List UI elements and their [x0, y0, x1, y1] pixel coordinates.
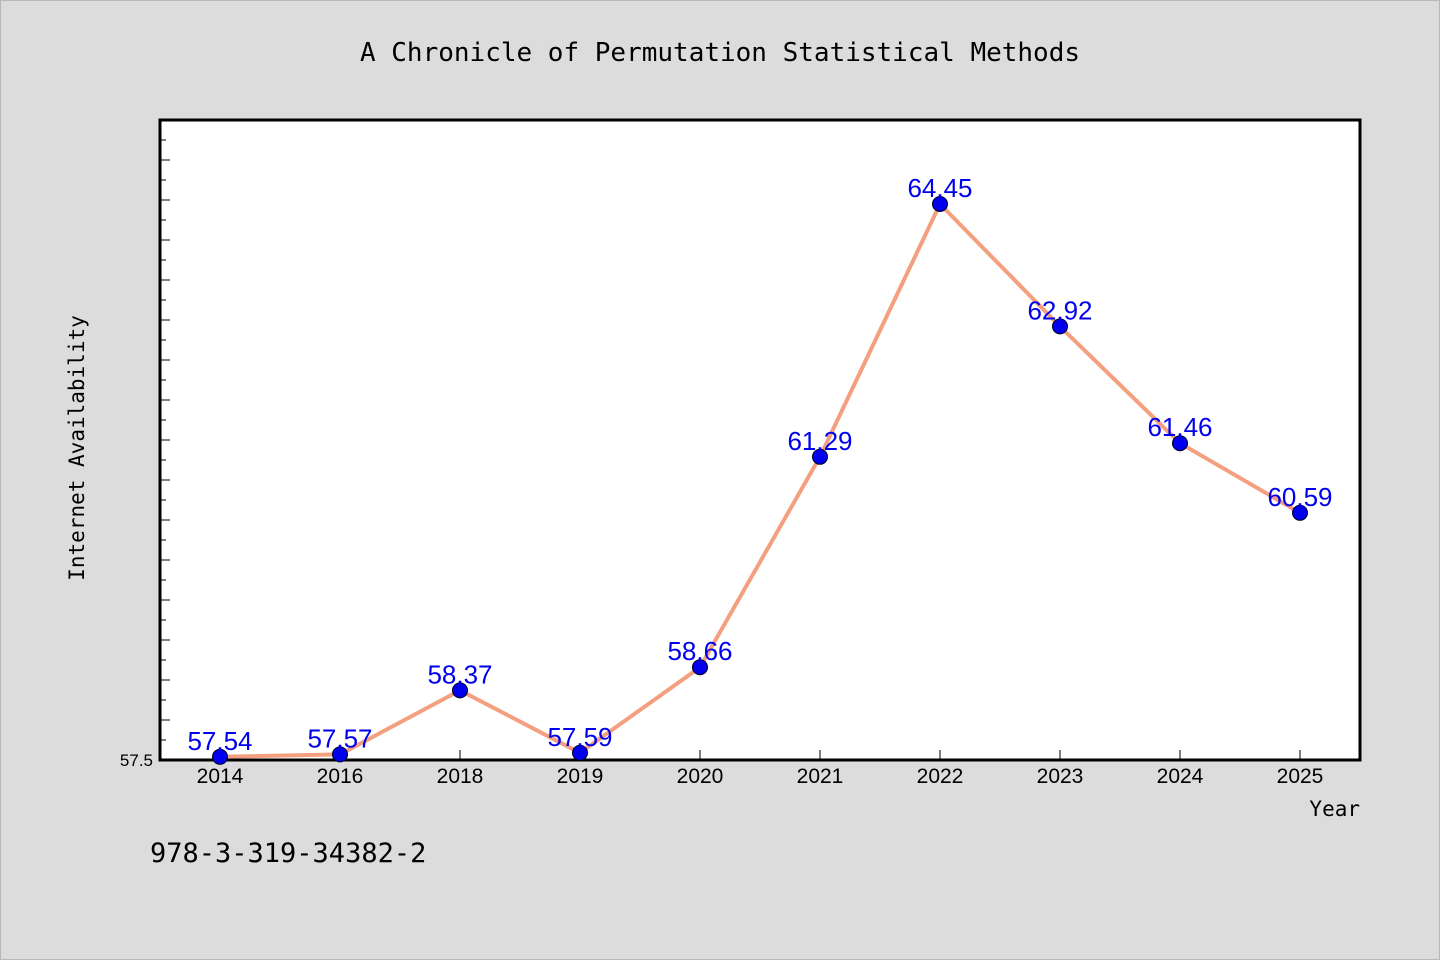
data-point-2020 — [692, 659, 708, 676]
data-labels: 57.54 57.57 58.37 57.59 58.66 61.29 64.45 62.92… — [187, 173, 1332, 756]
data-point-2021 — [812, 448, 828, 465]
data-point-2023 — [1052, 318, 1068, 335]
series-line — [219, 202, 1302, 759]
y-axis-title: Internet Availability — [65, 315, 89, 581]
x-tick-label-2019: 2019 — [557, 765, 604, 788]
data-point-2024 — [1172, 435, 1188, 452]
y-axis-ticks — [160, 139, 170, 741]
data-label-2018: 58.37 — [427, 659, 492, 689]
chart-title: A Chronicle of Permutation Statistical M… — [360, 38, 1080, 68]
data-label-2022: 64.45 — [907, 173, 972, 203]
x-tick-label-2022: 2022 — [917, 765, 964, 788]
data-point-2018 — [452, 682, 468, 699]
footnote-isbn: 978-3-319-34382-2 — [150, 838, 426, 869]
data-label-2019: 57.59 — [547, 722, 612, 752]
x-tick-label-2025: 2025 — [1277, 765, 1324, 788]
data-label-2014: 57.54 — [187, 726, 252, 756]
x-tick-label-2016: 2016 — [317, 765, 364, 788]
data-point-2019 — [572, 744, 588, 761]
x-tick-label-2014: 2014 — [197, 765, 244, 788]
data-label-2016: 57.57 — [307, 723, 372, 753]
data-label-2020: 58.66 — [667, 636, 732, 666]
x-tick-label-2018: 2018 — [437, 765, 484, 788]
data-point-2022 — [932, 196, 948, 212]
x-tick-label-2020: 2020 — [677, 765, 724, 788]
x-tick-label-2023: 2023 — [1037, 765, 1084, 788]
plot-area — [158, 118, 1362, 762]
data-label-2023: 62.92 — [1027, 295, 1092, 325]
data-label-2025: 60.59 — [1267, 482, 1332, 512]
data-point-2014 — [212, 748, 228, 765]
data-point-2025 — [1292, 504, 1308, 521]
x-axis-title: Year — [1309, 797, 1360, 821]
x-axis-tick-labels: 2014 2016 2018 2019 2020 2021 2022 2023 2024 2025 — [197, 765, 1324, 788]
x-tick-label-2024: 2024 — [1157, 765, 1204, 788]
data-markers — [212, 196, 1308, 765]
data-point-2016 — [332, 746, 348, 763]
y-tick-label: 57.5 — [120, 751, 153, 770]
data-label-2024: 61.46 — [1147, 412, 1212, 442]
data-label-2021: 61.29 — [787, 426, 852, 456]
x-tick-label-2021: 2021 — [797, 765, 844, 788]
